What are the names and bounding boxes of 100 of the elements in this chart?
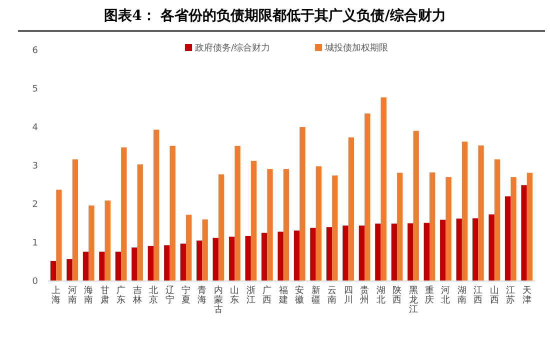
- y-tick-label: 1: [32, 238, 38, 249]
- bar: [234, 146, 240, 281]
- y-tick-label: 6: [32, 46, 38, 56]
- legend-label: 政府债务/综合财力: [195, 42, 270, 54]
- bar: [526, 172, 533, 281]
- bar: [132, 248, 138, 281]
- bar: [154, 130, 160, 281]
- x-tick-label: 山西: [490, 285, 499, 306]
- x-tick-label: 四川: [344, 286, 353, 306]
- bar: [56, 190, 62, 281]
- x-tick-label: 湖北: [376, 285, 386, 306]
- bar: [364, 114, 370, 281]
- x-tick-label: 江西: [474, 285, 483, 306]
- x-tick-label: 安徽: [295, 285, 304, 306]
- bar: [413, 130, 419, 281]
- bar: [196, 240, 202, 281]
- bar: [180, 244, 186, 281]
- bar: [310, 228, 316, 281]
- x-tick-label: 广西: [262, 285, 272, 306]
- y-tick-label: 5: [32, 84, 38, 95]
- bar: [429, 172, 436, 281]
- x-tick-label: 贵州: [360, 285, 370, 306]
- x-tick-label: 浙江: [246, 285, 256, 306]
- bar: [72, 159, 78, 281]
- bar: [250, 160, 257, 281]
- y-tick-label: 2: [32, 200, 38, 210]
- bar: [424, 222, 430, 281]
- bar: [380, 97, 386, 281]
- bar: [462, 142, 468, 281]
- bar: [342, 226, 348, 281]
- bar: [218, 174, 224, 281]
- bar: [267, 168, 273, 281]
- bar: [494, 159, 500, 281]
- bar: [504, 196, 511, 281]
- bar: [300, 127, 306, 281]
- bar: [148, 246, 154, 281]
- x-tick-label: 河南: [68, 285, 77, 306]
- y-tick-label: 0: [32, 277, 38, 288]
- bar: [121, 147, 127, 281]
- x-tick-label: 内蒙古: [214, 285, 223, 315]
- bar: [456, 218, 462, 281]
- bar: [510, 177, 516, 281]
- x-tick-label: 河北: [441, 285, 450, 306]
- bar: [326, 227, 332, 281]
- bar: [66, 259, 72, 281]
- x-tick-label: 天津: [522, 285, 532, 306]
- bar: [245, 236, 251, 281]
- bar: [316, 166, 322, 281]
- bar: [440, 220, 446, 281]
- bar: [202, 219, 208, 281]
- x-tick-label: 黑龙江: [408, 285, 418, 315]
- x-tick-label: 湖南: [457, 285, 466, 306]
- bar: [82, 252, 89, 281]
- bar: [294, 230, 300, 281]
- bar: [408, 223, 414, 281]
- x-tick-label: 北京: [149, 285, 158, 306]
- bar: [375, 224, 381, 281]
- bar: [261, 232, 268, 281]
- bar: [446, 177, 452, 281]
- bar: [358, 226, 365, 281]
- bar: [50, 260, 56, 281]
- bar: [283, 168, 290, 281]
- x-tick-label: 重庆: [424, 285, 434, 306]
- bar: [332, 176, 338, 281]
- bar: [137, 164, 143, 281]
- bar: [348, 137, 354, 281]
- x-tick-label: 云南: [328, 286, 337, 306]
- x-tick-label: 陕西: [392, 285, 402, 306]
- bar: [186, 214, 192, 281]
- y-tick-label: 3: [32, 162, 38, 172]
- x-tick-label: 海南: [84, 285, 94, 306]
- bar: [170, 146, 176, 281]
- x-tick-label: 福建: [278, 285, 288, 306]
- x-tick-label: 辽宁: [165, 285, 174, 306]
- bar: [104, 200, 110, 281]
- x-tick-label: 山东: [230, 285, 240, 306]
- bar: [212, 238, 218, 281]
- y-tick-label: 4: [32, 123, 38, 134]
- x-tick-label: 新疆: [311, 285, 320, 306]
- bar: [278, 232, 284, 281]
- bar: [397, 172, 403, 281]
- bar: [521, 185, 527, 281]
- x-tick-label: 宁夏: [181, 285, 190, 306]
- bar: [164, 245, 170, 281]
- x-tick-label: 江苏: [506, 285, 516, 306]
- bar: [88, 206, 94, 281]
- x-tick-label: 青海: [198, 285, 207, 306]
- legend-label: 城投债加权期限: [324, 42, 388, 54]
- x-tick-label: 广东: [116, 285, 126, 306]
- bar: [488, 214, 494, 281]
- bar: [472, 218, 478, 281]
- x-tick-label: 甘肃: [100, 285, 110, 306]
- bar: [115, 252, 122, 281]
- bar: [99, 252, 105, 281]
- bar: [478, 145, 484, 281]
- chart-title: 图表4： 各省份的负债期限都低于其广义负债/综合财力: [104, 7, 446, 24]
- bar: [391, 224, 398, 281]
- x-tick-label: 上海: [52, 285, 61, 306]
- x-tick-label: 吉林: [132, 285, 142, 306]
- bar: [229, 236, 235, 281]
